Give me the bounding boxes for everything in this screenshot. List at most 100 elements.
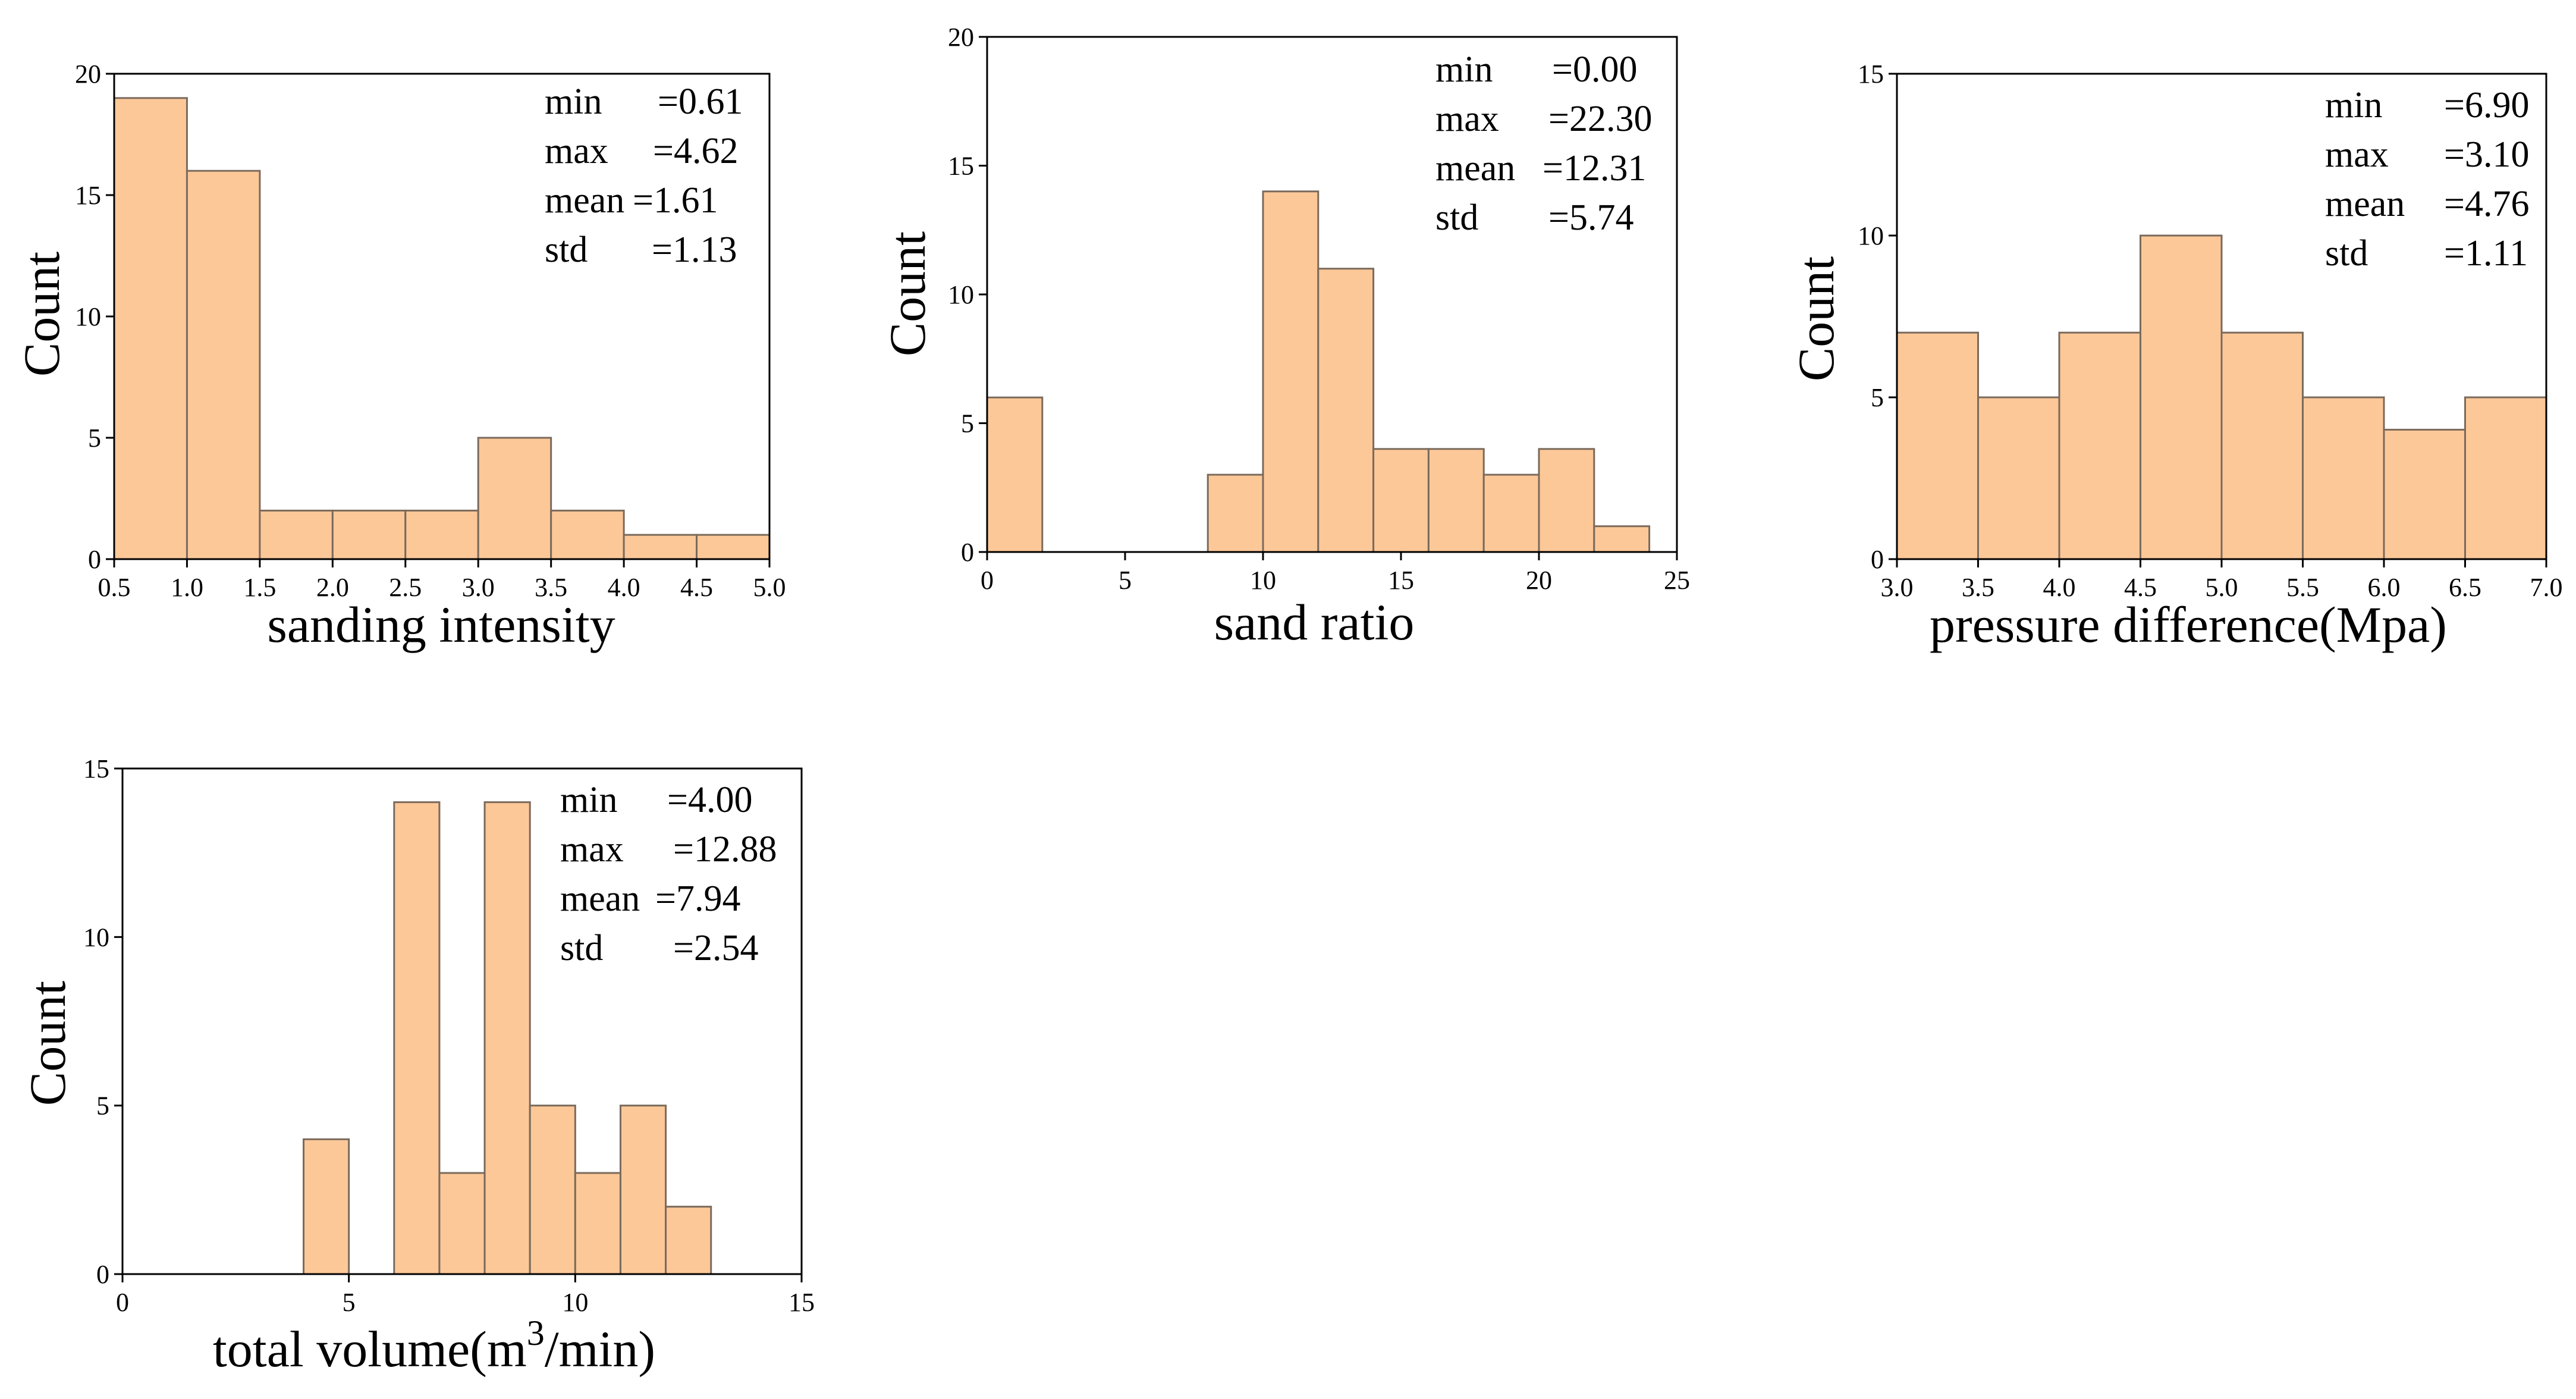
histogram-bar bbox=[574, 1172, 621, 1275]
stats-box-total-volume: min =4.00 max =12.88 mean =7.94 std =2.5… bbox=[560, 776, 798, 973]
histogram-bar bbox=[2140, 234, 2223, 560]
x-tick-label: 5 bbox=[343, 1288, 356, 1317]
stat-row-min: min =0.61 bbox=[545, 77, 771, 127]
y-tick-label: 0 bbox=[1871, 545, 1884, 574]
x-tick-label: 4.5 bbox=[680, 573, 713, 602]
stat-row-std: std =1.13 bbox=[545, 225, 771, 275]
x-tick-label: 20 bbox=[1526, 566, 1552, 595]
histogram-bar bbox=[186, 170, 261, 560]
y-tick-label: 0 bbox=[96, 1260, 109, 1289]
x-axis-label-part-post: /min) bbox=[544, 1320, 656, 1378]
x-axis-label-sanding-intensity: sanding intensity bbox=[267, 596, 615, 653]
stat-label-std: std bbox=[545, 230, 588, 270]
x-tick-label: 1.5 bbox=[243, 573, 276, 602]
y-tick-label: 15 bbox=[83, 754, 109, 783]
stats-box-pressure-difference: min =6.90 max =3.10 mean =4.76 std =1.11 bbox=[2325, 81, 2563, 278]
stat-label-max: max bbox=[560, 829, 624, 870]
histogram-bar bbox=[619, 1105, 667, 1275]
y-tick-label: 10 bbox=[948, 280, 974, 309]
y-tick-label: 0 bbox=[961, 538, 974, 567]
x-axis-label-total-volume: total volume(m3/min) bbox=[107, 1315, 761, 1379]
histogram-bar bbox=[1977, 396, 2060, 560]
x-tick-label: 7.0 bbox=[2530, 573, 2563, 602]
histogram-bar bbox=[623, 534, 698, 560]
stat-label-std: std bbox=[560, 928, 604, 968]
stat-value-max: =4.62 bbox=[653, 131, 739, 171]
stats-box-sanding-intensity: min =0.61 max =4.62 mean =1.61 std =1.13 bbox=[545, 77, 771, 275]
histogram-bar bbox=[1538, 448, 1595, 553]
x-tick-label: 6.5 bbox=[2449, 573, 2481, 602]
stat-label-min: min bbox=[2325, 85, 2383, 126]
x-tick-label: 4.5 bbox=[2124, 573, 2157, 602]
stat-row-min: min =6.90 bbox=[2325, 81, 2563, 130]
y-tick-label: 5 bbox=[1871, 383, 1884, 412]
histogram-bar bbox=[303, 1138, 350, 1275]
stat-value-max: =12.88 bbox=[673, 829, 777, 870]
y-tick-label: 10 bbox=[1858, 221, 1884, 250]
stat-label-mean: mean bbox=[2325, 184, 2405, 224]
stat-label-max: max bbox=[1435, 99, 1499, 139]
histogram-bar bbox=[113, 97, 188, 560]
histogram-bar bbox=[2302, 396, 2385, 560]
histogram-bar bbox=[2464, 396, 2547, 560]
stat-value-min: =0.00 bbox=[1552, 49, 1638, 90]
x-tick-label: 3.5 bbox=[535, 573, 567, 602]
histogram-bar bbox=[483, 801, 531, 1275]
stat-value-std: =5.74 bbox=[1548, 197, 1634, 238]
stat-row-mean: mean =7.94 bbox=[560, 874, 798, 924]
x-tick-label: 1.0 bbox=[171, 573, 203, 602]
y-tick-label: 5 bbox=[88, 424, 101, 453]
stat-label-std: std bbox=[1435, 197, 1479, 238]
histogram-bar bbox=[1482, 473, 1540, 553]
x-tick-label: 4.0 bbox=[2043, 573, 2076, 602]
histogram-bar bbox=[665, 1206, 712, 1275]
stat-label-min: min bbox=[545, 81, 602, 122]
histogram-sanding-intensity: 0.5 1.0 1.5 2.0 2.5 3.0 3.5 4.0 4.5 5.0 0 5 10 15 20 bbox=[75, 59, 786, 602]
stat-label-min: min bbox=[560, 780, 618, 820]
x-tick-label: 10 bbox=[562, 1288, 588, 1317]
y-tick-label: 10 bbox=[75, 302, 101, 331]
stat-label-mean: mean bbox=[560, 879, 640, 919]
x-axis-label-superscript: 3 bbox=[526, 1313, 545, 1353]
x-tick-label: 5.0 bbox=[753, 573, 786, 602]
stat-row-min: min =4.00 bbox=[560, 776, 798, 825]
histogram-bar bbox=[2220, 331, 2304, 560]
stat-value-std: =1.11 bbox=[2444, 233, 2528, 274]
stat-value-std: =1.13 bbox=[652, 230, 737, 270]
stat-row-max: max =22.30 bbox=[1435, 95, 1685, 144]
stats-box-sand-ratio: min =0.00 max =22.30 mean =12.31 std =5.… bbox=[1435, 45, 1685, 243]
y-tick-label: 15 bbox=[948, 152, 974, 181]
histogram-bar bbox=[1427, 448, 1485, 553]
stat-value-mean: =4.76 bbox=[2444, 184, 2530, 224]
histogram-sand-ratio: 0 5 10 15 20 25 0 5 10 15 20 bbox=[948, 23, 1690, 595]
y-axis-label-pressure-difference: Count bbox=[1788, 256, 1845, 382]
plot-frame bbox=[121, 767, 803, 1275]
histogram-pressure-difference: 3.0 3.5 4.0 4.5 5.0 5.5 6.0 6.5 7.0 0 5 10 15 bbox=[1858, 59, 2563, 602]
histogram-total-volume: 0 5 10 15 0 5 10 15 bbox=[83, 754, 815, 1317]
y-tick-label: 5 bbox=[96, 1091, 109, 1121]
stat-row-mean: mean =12.31 bbox=[1435, 144, 1685, 193]
stat-value-mean: =12.31 bbox=[1543, 148, 1647, 189]
y-tick-label: 15 bbox=[75, 181, 101, 210]
stat-label-mean: mean bbox=[1435, 148, 1516, 189]
stat-row-std: std =5.74 bbox=[1435, 193, 1685, 243]
stat-row-std: std =1.11 bbox=[2325, 229, 2563, 278]
stat-row-max: max =3.10 bbox=[2325, 130, 2563, 180]
stat-row-max: max =4.62 bbox=[545, 127, 771, 176]
histogram-bar bbox=[986, 396, 1044, 553]
x-axis-label-sand-ratio: sand ratio bbox=[1214, 594, 1415, 651]
y-tick-label: 20 bbox=[948, 23, 974, 52]
stat-label-mean: mean bbox=[545, 180, 625, 221]
stat-row-mean: mean =1.61 bbox=[545, 176, 771, 225]
stat-value-mean: =7.94 bbox=[655, 879, 741, 919]
x-tick-label: 5 bbox=[1119, 566, 1132, 595]
stat-value-min: =6.90 bbox=[2444, 85, 2530, 126]
x-tick-label: 5.0 bbox=[2206, 573, 2238, 602]
y-tick-label: 5 bbox=[961, 409, 974, 438]
x-axis-label-pressure-difference: pressure difference(Mpa) bbox=[1930, 596, 2447, 653]
stat-value-std: =2.54 bbox=[673, 928, 759, 968]
x-tick-label: 10 bbox=[1250, 566, 1276, 595]
stat-value-mean: =1.61 bbox=[633, 180, 718, 221]
x-tick-label: 2.0 bbox=[316, 573, 349, 602]
x-tick-label: 0 bbox=[981, 566, 994, 595]
